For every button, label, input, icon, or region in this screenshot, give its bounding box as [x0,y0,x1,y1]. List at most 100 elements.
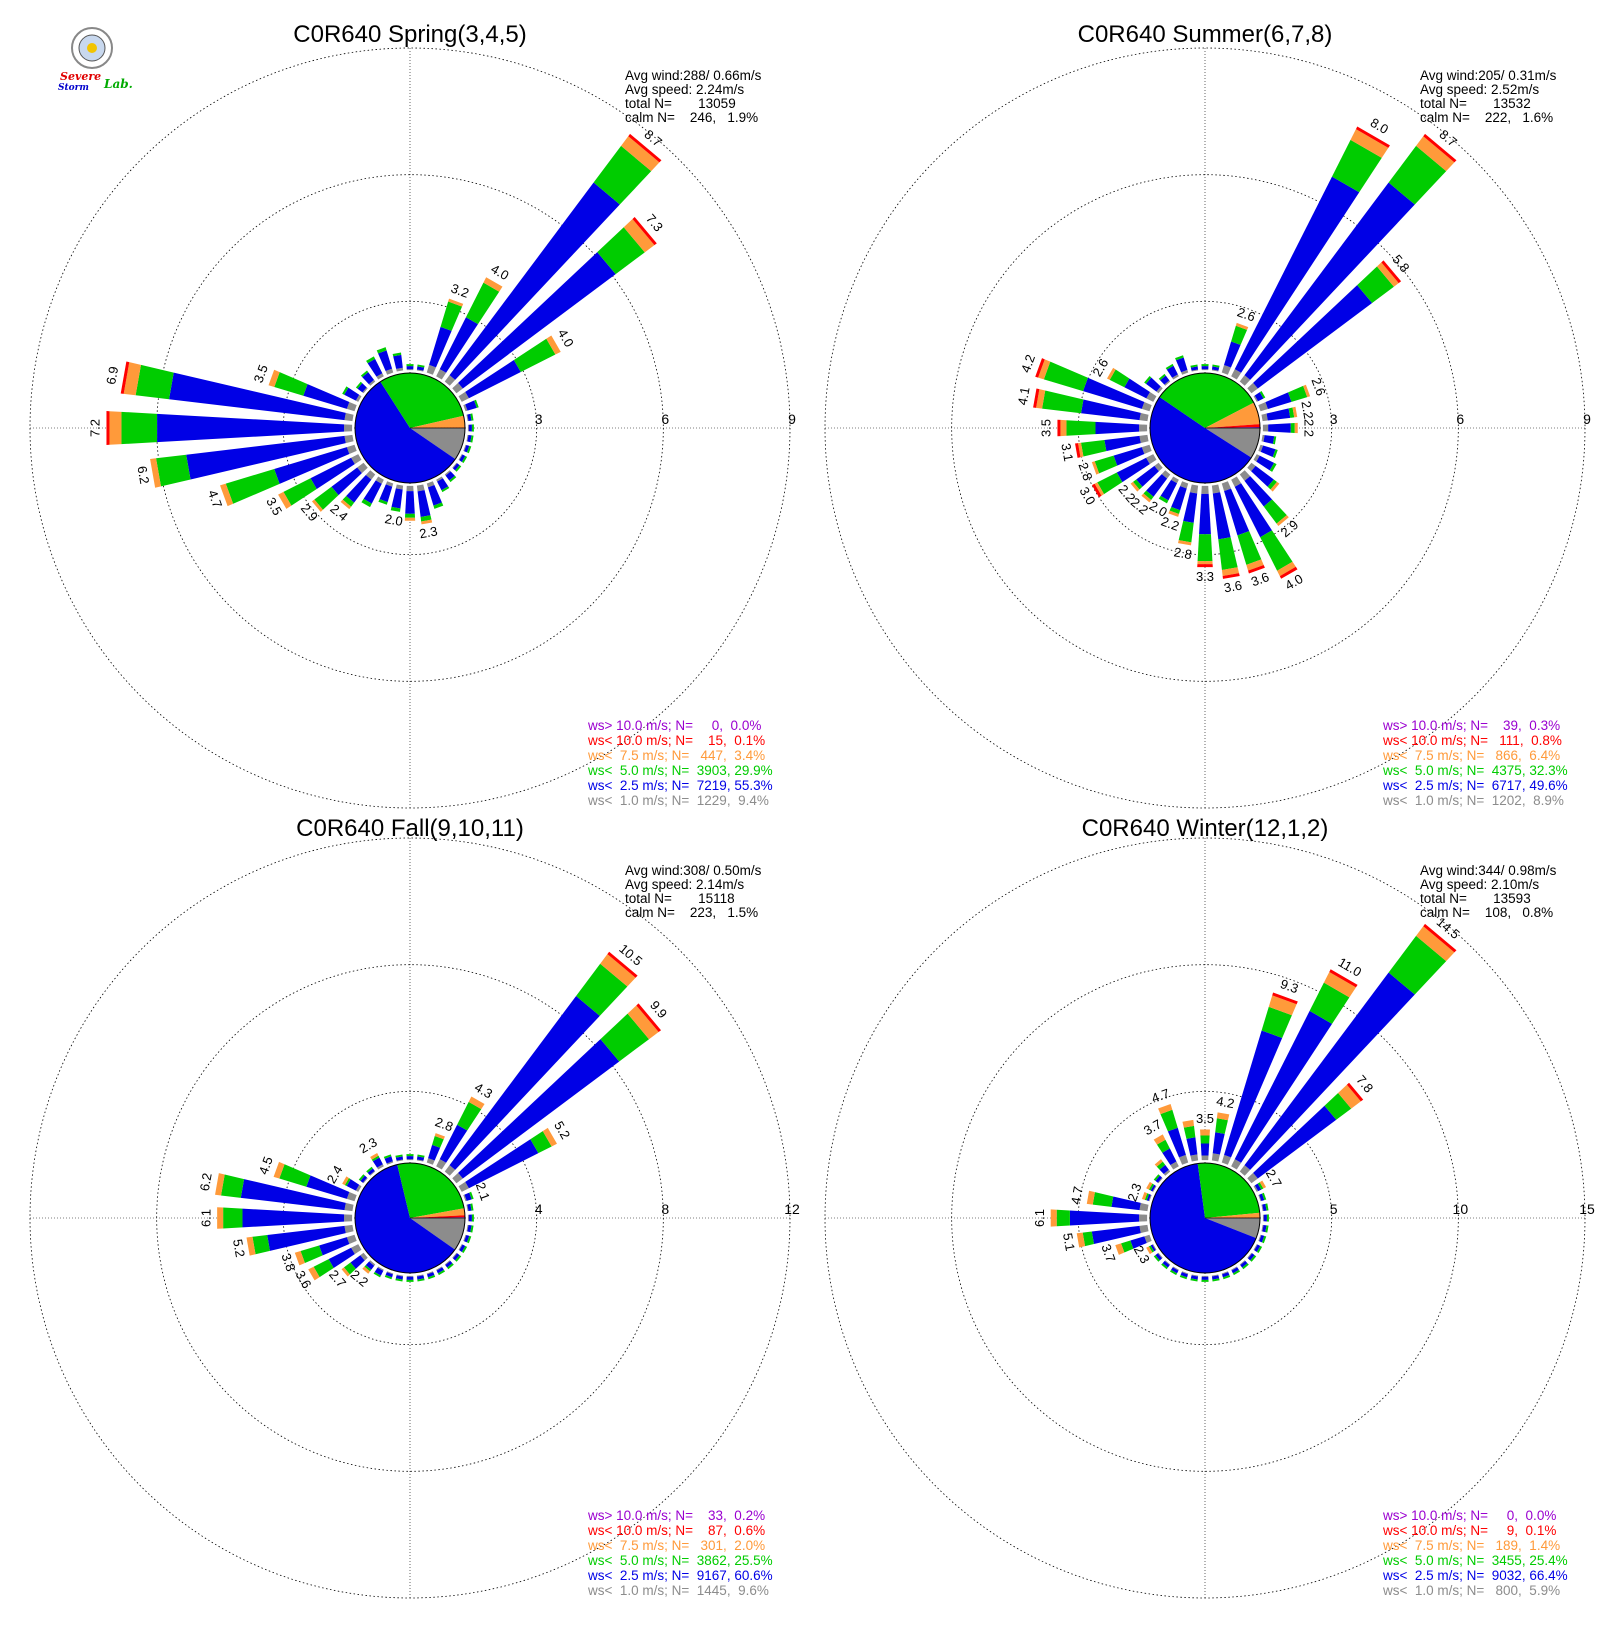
wind-bar-segment-red [1197,564,1213,568]
bar-value-label: 4.7 [1068,1185,1086,1205]
wind-bar-segment-orange [1376,262,1399,287]
bar-value-label: 3.5 [1196,1111,1214,1126]
wind-bar-segment-red [1346,1082,1364,1102]
wind-bar-segment-gray [1170,1161,1179,1170]
wind-bar-segment-green [406,364,414,367]
bar-value-label: 2.6 [1089,356,1111,379]
wind-bar-segment-green [461,1245,468,1254]
wind-bar-segment-gray [1139,1214,1148,1222]
wind-bar-segment-green [406,1154,414,1157]
wind-bar-segment-gray [406,1275,414,1277]
wind-bar-segment-red [636,1003,662,1033]
wind-bar-segment-green [395,1278,403,1282]
wind-bar-segment-gray [416,369,424,372]
wind-bar-segment-gray [1258,402,1268,412]
wind-bar-segment-gray [395,484,404,490]
stats-line: total N= 13059 [625,96,736,111]
wind-bar [1190,364,1199,372]
bar-value-label: 2.1 [473,1180,493,1202]
wind-bar-segment-red [1033,388,1040,408]
wind-bar-segment-green [1043,361,1088,392]
wind-bar [1146,1181,1157,1192]
wind-bar [1261,406,1298,422]
wind-bar-segment-orange [1259,1180,1267,1189]
wind-bar-segment-blue [357,383,367,393]
legend-entry-green: ws< 5.0 m/s; N= 3455, 25.4% [1382,1553,1568,1568]
wind-bar [426,298,464,375]
wind-bar-segment-blue [1190,366,1199,371]
wind-bar-segment-gray [362,387,368,394]
wind-bar [444,1260,454,1270]
wind-bar-segment-blue [468,1214,472,1222]
wind-bar-segment-gray [351,1244,362,1255]
wind-bar-segment-blue [459,454,466,462]
wind-bar [1231,1266,1241,1276]
bar-value-label: 4.2 [1018,353,1038,375]
wind-bar [392,352,404,372]
wind-bar [1033,388,1149,422]
legend-entry-green: ws< 5.0 m/s; N= 3862, 25.5% [587,1553,773,1568]
wind-bar [1253,454,1277,472]
wind-bar-segment-orange [621,136,660,172]
stats-line: total N= 13532 [1420,96,1531,111]
wind-bar [373,1266,384,1278]
wind-bar [1201,364,1209,371]
wind-bar-segment-gray [365,470,376,480]
wind-bar-segment-gray [355,394,362,402]
wind-bar-segment-blue [465,1139,539,1189]
wind-bar-segment-green [1267,479,1277,490]
wind-bar-segment-blue [468,424,472,432]
bar-value-label: 3.5 [251,363,271,385]
bar-value-label: 2.8 [1075,460,1095,482]
wind-bar-segment-blue [464,1235,470,1243]
wind-bar-segment-gray [346,401,357,412]
wind-bar-segment-blue [1253,1105,1337,1179]
legend-entry-blue: ws< 2.5 m/s; N= 6717, 49.6% [1382,778,1568,793]
wind-bar-segment-green [395,1154,403,1158]
wind-bar [341,1252,368,1277]
wind-bar-segment-blue [186,435,346,480]
wind-bar-segment-green [530,1131,552,1154]
wind-bar [1262,1214,1269,1222]
wind-bar-segment-orange [1416,136,1455,172]
wind-bar-segment-blue [1111,1196,1141,1211]
bar-value-label: 6.1 [1032,1209,1047,1227]
wind-bar-segment-blue [465,400,477,411]
wind-bar-segment-orange [1107,367,1116,380]
stats-line: Avg speed: 2.52m/s [1420,82,1539,97]
wind-bar-segment-gray [396,1274,404,1277]
calm-pie-slice-gray [410,428,465,460]
wind-bar-segment-green [432,1135,444,1148]
legend-entry-blue: ws< 2.5 m/s; N= 9167, 60.6% [587,1568,773,1583]
wind-bar [1221,1271,1231,1280]
wind-bar-segment-green [156,454,191,487]
wind-bar-segment-blue [1268,423,1291,433]
wind-bar-segment-green [455,465,462,472]
wind-bar-segment-orange [1153,1134,1166,1145]
wind-bar [384,1271,394,1280]
wind-bar-segment-blue [242,1208,345,1228]
wind-bar [1253,391,1266,402]
ring-tick-label: 9 [788,411,796,427]
wind-bar-segment-gray [1261,434,1265,442]
wind-bar-segment-orange [1270,481,1280,492]
wind-bar-segment-orange [421,519,433,525]
wind-bar-segment-green [1153,1255,1160,1262]
wind-bar-segment-green [597,227,645,275]
wind-bar [362,1260,376,1274]
wind-bar-segment-orange [1091,461,1100,475]
wind-bar-segment-gray [1262,424,1269,432]
wind-bar-segment-green [371,1155,380,1162]
wind-bar-segment-gray [1253,1244,1258,1251]
stats-line: Avg speed: 2.14m/s [625,877,744,892]
wind-bar-segment-blue [1130,1236,1147,1249]
bar-value-label: 2.3 [356,1134,379,1156]
wind-bar-segment-blue [459,1244,466,1252]
wind-bar [1179,1271,1189,1280]
wind-bar-segment-orange [1235,322,1249,330]
stats-line: calm N= 223, 1.5% [625,905,758,920]
wind-bar [1239,470,1289,527]
wind-bar-segment-gray [1190,1154,1199,1162]
wind-bar-segment-green [471,424,474,432]
calm-pie-slice-gray [1205,428,1260,458]
